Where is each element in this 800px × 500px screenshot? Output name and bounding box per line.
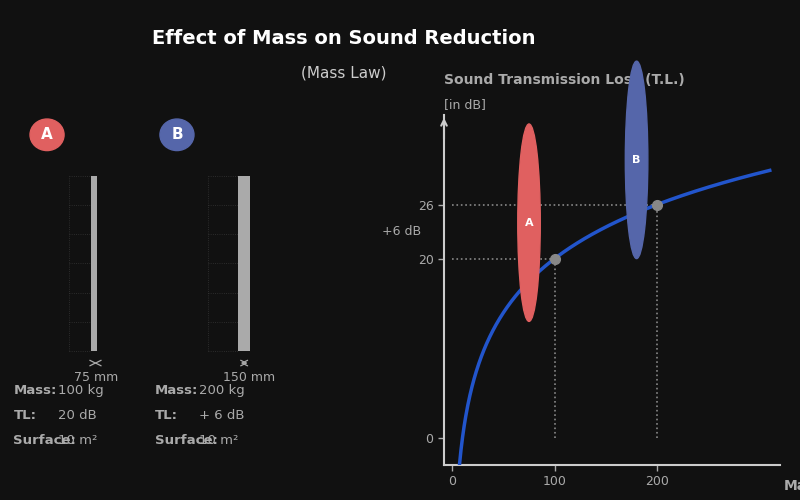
- Text: B: B: [171, 128, 182, 142]
- Text: B: B: [632, 155, 641, 165]
- Circle shape: [518, 124, 540, 322]
- Text: Mass: Mass: [783, 479, 800, 493]
- Text: 20 dB: 20 dB: [58, 408, 97, 422]
- Text: +6 dB: +6 dB: [382, 225, 422, 238]
- Bar: [238, 176, 250, 350]
- Text: 75 mm: 75 mm: [74, 372, 118, 384]
- Text: 200 kg: 200 kg: [199, 384, 245, 397]
- Text: Surface:: Surface:: [154, 434, 218, 446]
- Bar: [91, 176, 97, 350]
- Text: A: A: [525, 218, 534, 228]
- Text: Mass:: Mass:: [154, 384, 198, 397]
- Text: 100 kg: 100 kg: [58, 384, 104, 397]
- Circle shape: [30, 119, 64, 150]
- Circle shape: [626, 61, 648, 258]
- Text: + 6 dB: + 6 dB: [199, 408, 245, 422]
- Text: Sound Transmission Loss (T.L.): Sound Transmission Loss (T.L.): [444, 73, 685, 87]
- Text: 10 m²: 10 m²: [58, 434, 98, 446]
- Text: [in dB]: [in dB]: [444, 98, 486, 112]
- Text: TL:: TL:: [14, 408, 37, 422]
- Text: A: A: [41, 128, 53, 142]
- Text: Surface:: Surface:: [14, 434, 76, 446]
- Text: Effect of Mass on Sound Reduction: Effect of Mass on Sound Reduction: [152, 30, 536, 48]
- Text: (Mass Law): (Mass Law): [302, 66, 386, 81]
- Text: 10 m²: 10 m²: [199, 434, 238, 446]
- Text: TL:: TL:: [154, 408, 178, 422]
- Text: Mass:: Mass:: [14, 384, 57, 397]
- Text: 150 mm: 150 mm: [222, 372, 274, 384]
- Circle shape: [160, 119, 194, 150]
